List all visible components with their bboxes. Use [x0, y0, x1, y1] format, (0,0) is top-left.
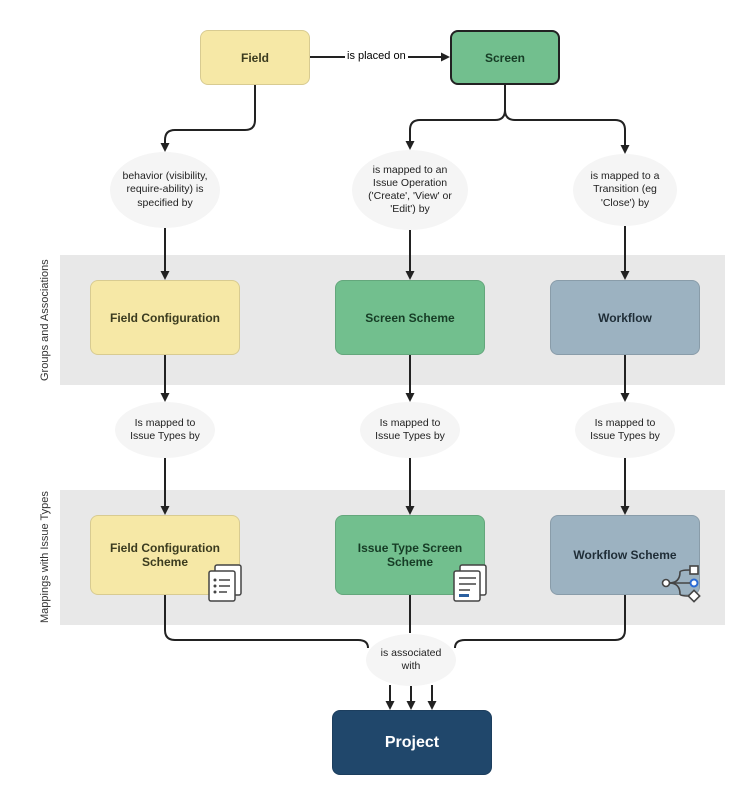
ellipse-associated-with: is associated with: [366, 634, 456, 686]
band-label-mappings: Mappings with Issue Types: [35, 490, 55, 625]
document-icon: [205, 562, 247, 604]
diagram-root: { "canvas": { "width": 735, "height": 80…: [0, 0, 735, 803]
node-project: Project: [332, 710, 492, 775]
ellipse-map-1: Is mapped to Issue Types by: [115, 402, 215, 458]
ellipse-transition: is mapped to a Transition (eg 'Close') b…: [573, 154, 677, 226]
node-workflow: Workflow: [550, 280, 700, 355]
band-label-groups: Groups and Associations: [35, 255, 55, 385]
ellipse-map-2: Is mapped to Issue Types by: [360, 402, 460, 458]
ellipse-behavior: behavior (visibility, require-ability) i…: [110, 152, 220, 228]
edge-label-placed-on: is placed on: [345, 50, 408, 62]
branch-icon: [658, 560, 704, 606]
document-icon: [450, 562, 492, 604]
ellipse-issue-operation: is mapped to an Issue Operation ('Create…: [352, 150, 468, 230]
node-screen-scheme: Screen Scheme: [335, 280, 485, 355]
node-field: Field: [200, 30, 310, 85]
node-screen: Screen: [450, 30, 560, 85]
ellipse-map-3: Is mapped to Issue Types by: [575, 402, 675, 458]
node-field-configuration: Field Configuration: [90, 280, 240, 355]
